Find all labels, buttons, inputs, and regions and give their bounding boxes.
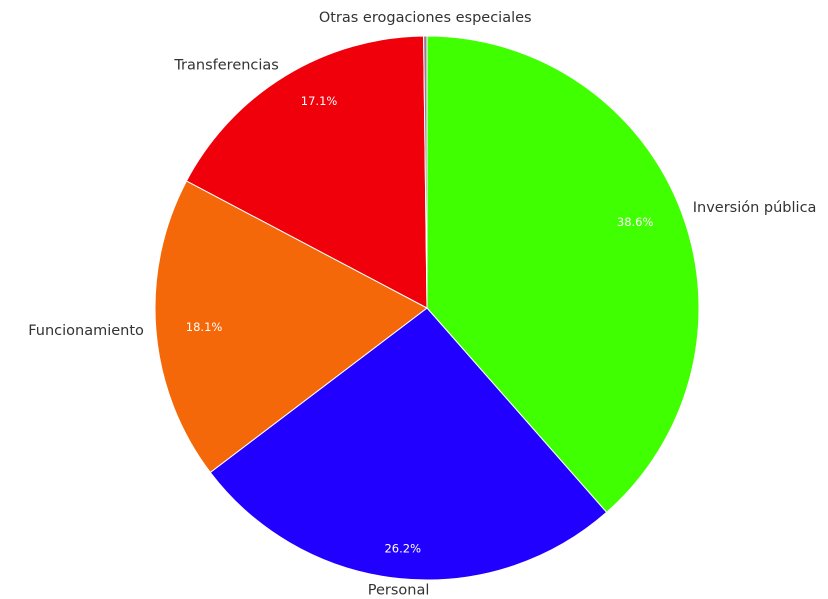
category-label-inversion-publica: Inversión pública xyxy=(693,200,817,216)
pie-slice-otras-erogaciones-especiales[interactable] xyxy=(423,35,428,309)
category-labels: Inversión pública Personal Funcionamiento T… xyxy=(28,10,816,599)
pie-slice-transferencias[interactable] xyxy=(185,35,428,309)
category-label-otras-erogaciones-especiales: Otras erogaciones especiales xyxy=(319,10,532,26)
category-label-funcionamiento: Funcionamiento xyxy=(28,323,144,339)
pie-slices xyxy=(154,35,700,581)
category-label-personal: Personal xyxy=(368,583,430,599)
pct-label-inversion-publica: 38.6% xyxy=(617,215,654,229)
percentage-labels: 38.6% 26.2% 18.1% 17.1% xyxy=(186,94,654,555)
category-label-transferencias: Transferencias xyxy=(173,58,279,74)
pie-slice-inversion-publica[interactable] xyxy=(426,35,700,513)
pct-label-personal: 26.2% xyxy=(384,541,421,555)
pie-slice-funcionamiento[interactable] xyxy=(154,180,428,474)
pct-label-transferencias: 17.1% xyxy=(301,94,338,108)
pie-slice-personal[interactable] xyxy=(209,307,608,581)
pct-label-funcionamiento: 18.1% xyxy=(186,320,223,334)
